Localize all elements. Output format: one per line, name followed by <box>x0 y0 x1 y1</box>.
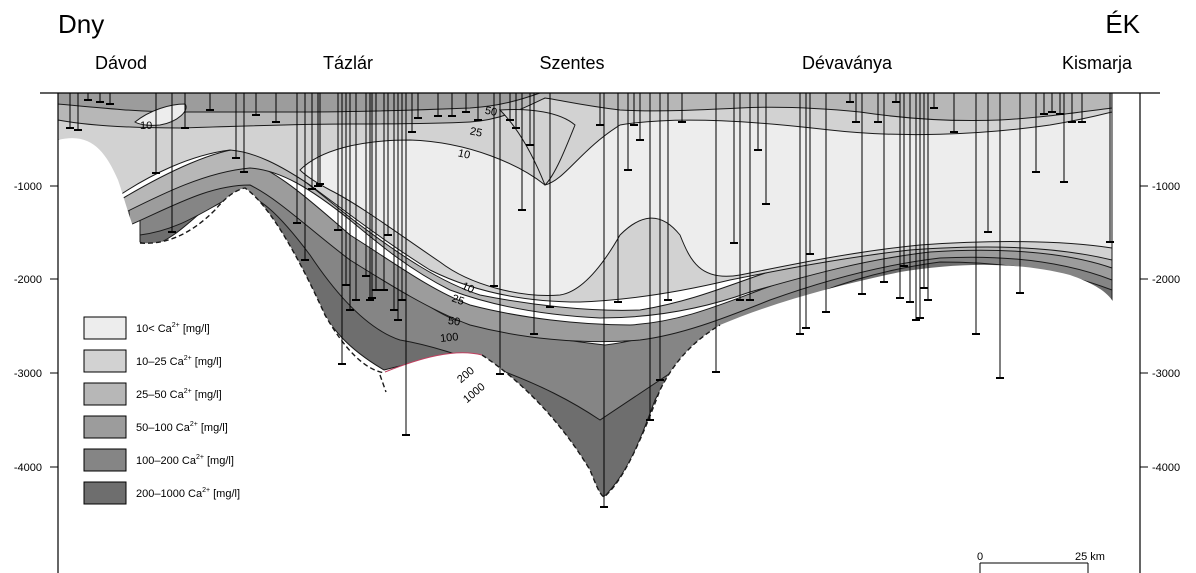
scale-bar: 0 25 km <box>977 551 1105 573</box>
legend-label-6: 200–1000 Ca2+ [mg/l] <box>136 487 240 500</box>
basement-dash-stub <box>379 374 387 393</box>
legend-label-5: 100–200 Ca2+ [mg/l] <box>136 454 234 467</box>
depth-tick-right-2000: -2000 <box>1152 274 1180 286</box>
lens-davod <box>134 103 187 126</box>
legend-label-4: 50–100 Ca2+ [mg/l] <box>136 421 228 434</box>
depth-tick-left-1000: -1000 <box>14 181 42 193</box>
location-davod: Dávod <box>95 53 147 73</box>
legend-swatch-6 <box>83 481 127 505</box>
isoline-labels: 10 25 50 10 10 25 50 100 200 1000 <box>140 105 498 406</box>
depth-tick-left-2000: -2000 <box>14 274 42 286</box>
location-devavanya: Dévaványa <box>802 53 893 73</box>
location-kismarja: Kismarja <box>1062 53 1133 73</box>
isoline-label-25-top: 25 <box>469 125 483 139</box>
isoline-label-10-low: 10 <box>460 280 476 296</box>
depth-tick-right-4000: -4000 <box>1152 462 1180 474</box>
basement-edge-red <box>384 352 483 373</box>
concentration-zones <box>57 92 1113 498</box>
zone-25-50 <box>119 147 1113 319</box>
depth-tick-right-1000: -1000 <box>1152 181 1180 193</box>
scale-bar-end-label: 25 km <box>1075 551 1105 563</box>
legend: 10< Ca2+ [mg/l] 10–25 Ca2+ [mg/l] 25–50 Ca… <box>83 316 240 505</box>
legend-swatch-4 <box>83 415 127 439</box>
depth-axis-right: -1000 -2000 -3000 -4000 <box>1140 181 1180 474</box>
isoline-label-10-mid: 10 <box>457 147 471 161</box>
direction-label-ne: ÉK <box>1105 9 1140 39</box>
location-szentes: Szentes <box>539 53 604 73</box>
direction-label-sw: Dny <box>58 9 104 39</box>
legend-swatch-2 <box>83 349 127 373</box>
legend-label-1: 10< Ca2+ [mg/l] <box>136 322 210 335</box>
basement-mask <box>58 138 1112 573</box>
scale-bar-start-label: 0 <box>977 551 983 563</box>
legend-label-2: 10–25 Ca2+ [mg/l] <box>136 355 222 368</box>
zone-lt-10 <box>299 111 1113 296</box>
legend-swatch-5 <box>83 448 127 472</box>
isoline-label-50-low: 50 <box>447 315 461 329</box>
depth-axis-left: -1000 -2000 -3000 -4000 <box>14 181 58 474</box>
legend-swatch-1 <box>83 316 127 340</box>
location-tazlar: Tázlár <box>323 53 373 73</box>
frame <box>40 92 1160 573</box>
depth-tick-right-3000: -3000 <box>1152 368 1180 380</box>
legend-label-3: 25–50 Ca2+ [mg/l] <box>136 388 222 401</box>
depth-tick-left-4000: -4000 <box>14 462 42 474</box>
boreholes <box>66 93 1114 508</box>
depth-tick-left-3000: -3000 <box>14 368 42 380</box>
isoline-label-50-top: 50 <box>484 105 498 119</box>
legend-swatch-3 <box>83 382 127 406</box>
isoline-label-25-low: 25 <box>450 293 466 308</box>
isoline-label-10-davod: 10 <box>140 120 152 132</box>
isoline-label-100: 100 <box>440 331 460 345</box>
